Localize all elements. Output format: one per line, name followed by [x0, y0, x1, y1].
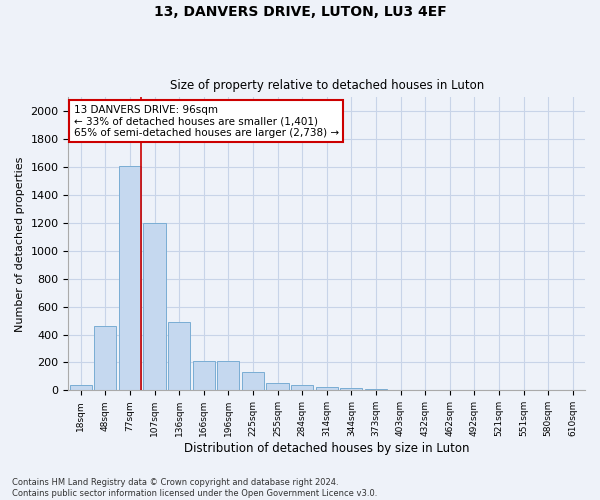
Text: 13, DANVERS DRIVE, LUTON, LU3 4EF: 13, DANVERS DRIVE, LUTON, LU3 4EF: [154, 5, 446, 19]
Bar: [340, 388, 362, 390]
Bar: [168, 322, 190, 390]
Bar: [70, 386, 92, 390]
X-axis label: Distribution of detached houses by size in Luton: Distribution of detached houses by size …: [184, 442, 469, 455]
Bar: [119, 166, 141, 390]
Bar: [193, 361, 215, 390]
Bar: [217, 361, 239, 390]
Text: 13 DANVERS DRIVE: 96sqm
← 33% of detached houses are smaller (1,401)
65% of semi: 13 DANVERS DRIVE: 96sqm ← 33% of detache…: [74, 104, 338, 138]
Bar: [94, 326, 116, 390]
Bar: [365, 389, 387, 390]
Title: Size of property relative to detached houses in Luton: Size of property relative to detached ho…: [170, 79, 484, 92]
Bar: [291, 385, 313, 390]
Bar: [143, 223, 166, 390]
Bar: [316, 387, 338, 390]
Text: Contains HM Land Registry data © Crown copyright and database right 2024.
Contai: Contains HM Land Registry data © Crown c…: [12, 478, 377, 498]
Bar: [242, 372, 264, 390]
Y-axis label: Number of detached properties: Number of detached properties: [15, 156, 25, 332]
Bar: [266, 384, 289, 390]
